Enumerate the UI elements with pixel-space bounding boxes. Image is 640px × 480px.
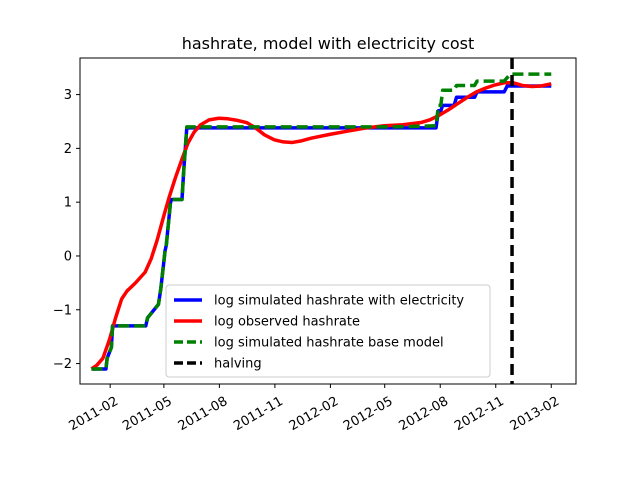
legend-label-log-observed-hashrate: log observed hashrate <box>214 315 360 330</box>
y-axis: −2 −1 0 1 2 3 <box>53 88 80 372</box>
chart-title: hashrate, model with electricity cost <box>182 34 475 53</box>
legend-label-log-simulated-hashrate-with-electricity: log simulated hashrate with electricity <box>214 294 464 309</box>
y-tick-label: 1 <box>64 196 72 211</box>
legend-label-log-simulated-hashrate-base-model: log simulated hashrate base model <box>214 336 444 351</box>
y-tick-label: 0 <box>64 249 72 264</box>
axes-frame <box>79 57 577 385</box>
legend: log simulated hashrate with electricity l… <box>165 284 491 378</box>
legend-box <box>165 284 491 378</box>
y-tick-label: −1 <box>53 303 72 318</box>
y-tick-label: −2 <box>53 357 72 372</box>
y-tick-label: 3 <box>64 88 72 103</box>
series-log-simulated-hashrate-base-model-line <box>91 72 552 371</box>
series-log-observed-hashrate-line <box>90 81 552 371</box>
legend-label-halving: halving <box>214 357 262 372</box>
y-tick-label: 2 <box>64 142 72 157</box>
